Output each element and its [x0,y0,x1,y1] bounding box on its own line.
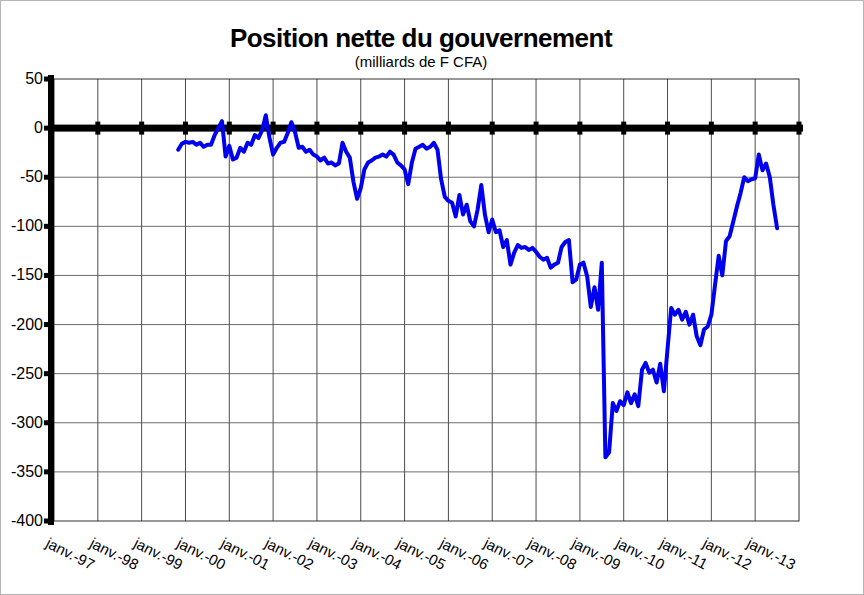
chart-canvas: Position nette du gouvernement (milliard… [0,0,864,595]
y-tick-label: -350 [1,463,43,481]
y-axis-spine [48,75,54,525]
y-tick-label: 50 [1,70,43,88]
y-tick-label: -300 [1,414,43,432]
y-tick-label: -100 [1,217,43,235]
y-tick-label: 0 [1,119,43,137]
y-tick-label: -150 [1,266,43,284]
y-tick-label: -400 [1,512,43,530]
y-tick-label: -200 [1,316,43,334]
plot-svg [1,1,864,595]
y-tick-label: -50 [1,168,43,186]
data-line [178,115,777,457]
zero-line [48,125,803,132]
plot-frame [54,79,799,521]
y-tick-label: -250 [1,365,43,383]
